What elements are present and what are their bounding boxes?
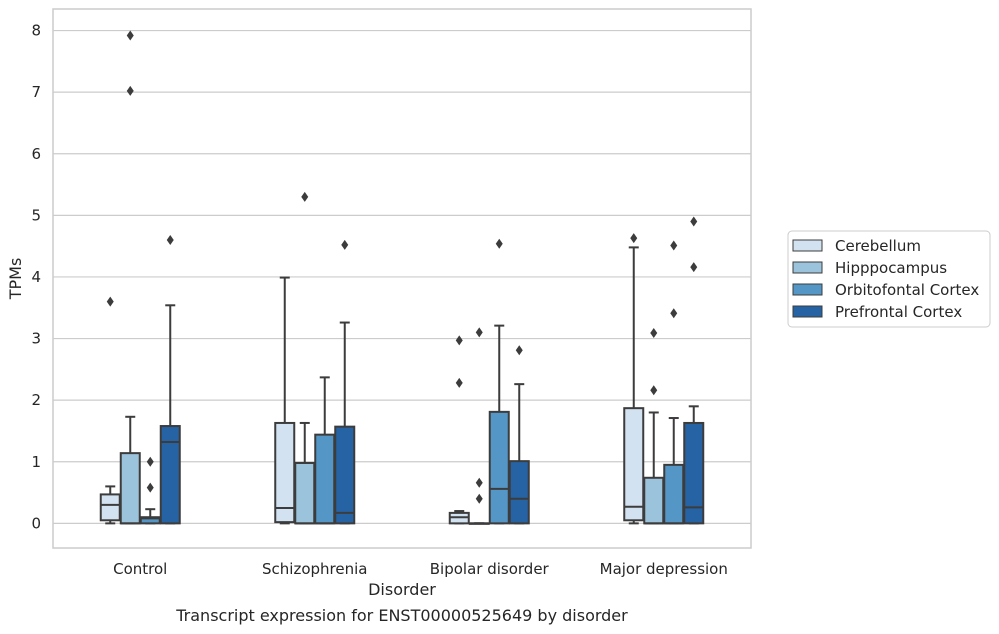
legend: Cerebellum Hipppocampus Orbitofontal Corte… — [787, 230, 991, 328]
box — [643, 476, 665, 525]
legend-swatch — [792, 283, 823, 296]
box — [488, 410, 510, 525]
chart-caption: Transcript expression for ENST0000052564… — [175, 606, 628, 625]
outlier-point — [630, 233, 638, 244]
x-tick-label: Bipolar disorder — [430, 560, 550, 578]
box-group — [468, 327, 490, 525]
outlier-point — [515, 345, 523, 356]
legend-frame — [787, 230, 991, 328]
x-tick-label: Schizophrenia — [262, 560, 367, 578]
outlier-point — [301, 191, 309, 202]
box-group — [119, 30, 141, 525]
y-tick-label: 4 — [31, 268, 41, 286]
y-tick-label: 5 — [31, 206, 41, 224]
outlier-point — [126, 85, 134, 96]
legend-label: Cerebellum — [835, 237, 921, 255]
box — [663, 463, 685, 525]
legend-swatch — [792, 261, 823, 274]
box — [314, 433, 336, 525]
box-group — [683, 216, 705, 525]
y-tick-label: 6 — [31, 145, 41, 163]
box-group — [314, 376, 336, 525]
box-group — [448, 335, 470, 525]
outlier-point — [106, 296, 114, 307]
outlier-point — [341, 239, 349, 250]
box — [99, 493, 121, 522]
x-tick-label: Control — [113, 560, 167, 578]
outlier-point — [455, 335, 463, 346]
box-group — [623, 233, 645, 525]
box — [508, 460, 530, 525]
outlier-point — [475, 327, 483, 338]
gridlines — [53, 29, 751, 524]
outlier-point — [650, 385, 658, 396]
outlier-point — [690, 262, 698, 273]
box-group — [139, 456, 161, 525]
box — [294, 461, 316, 525]
legend-label: Prefrontal Cortex — [835, 303, 962, 321]
legend-label: Hipppocampus — [835, 259, 947, 277]
y-axis-title: TPMs — [6, 258, 25, 301]
outlier-point — [670, 240, 678, 251]
outlier-point — [166, 235, 174, 245]
plot-area-frame — [52, 8, 752, 549]
box-group — [488, 238, 510, 525]
plot-data — [99, 30, 705, 525]
outlier-point — [455, 377, 463, 388]
y-tick-label: 2 — [31, 391, 41, 409]
y-tick-label: 3 — [31, 330, 41, 348]
box — [334, 425, 356, 525]
box-group — [159, 235, 181, 525]
box-group — [643, 328, 665, 525]
legend-swatch — [792, 305, 823, 318]
y-axis-ticks: 0 1 2 3 4 5 6 7 8 — [31, 22, 41, 533]
box-group — [99, 296, 121, 525]
outlier-point — [670, 308, 678, 319]
legend-label: Orbitofontal Cortex — [835, 281, 979, 299]
x-axis-title: Disorder — [368, 580, 436, 599]
box — [119, 452, 141, 525]
box-group — [294, 191, 316, 525]
outlier-point — [126, 30, 134, 41]
x-tick-label: Major depression — [600, 560, 728, 578]
outlier-point — [475, 493, 483, 504]
box — [159, 425, 181, 525]
legend-swatch — [792, 239, 823, 252]
outlier-point — [146, 456, 154, 467]
outlier-point — [690, 216, 698, 227]
box-group — [508, 345, 530, 525]
box-group — [663, 240, 685, 525]
y-tick-label: 7 — [31, 83, 41, 101]
outlier-point — [146, 482, 154, 493]
outlier-point — [495, 238, 503, 249]
x-axis-ticks: Control Schizophrenia Bipolar disorder Majo… — [113, 560, 728, 578]
y-tick-label: 0 — [31, 514, 41, 532]
outlier-point — [650, 328, 658, 339]
outlier-point — [475, 477, 483, 488]
y-tick-label: 1 — [31, 453, 41, 471]
y-tick-label: 8 — [31, 22, 41, 40]
box-group — [334, 239, 356, 525]
box — [623, 407, 645, 522]
box — [683, 421, 705, 525]
